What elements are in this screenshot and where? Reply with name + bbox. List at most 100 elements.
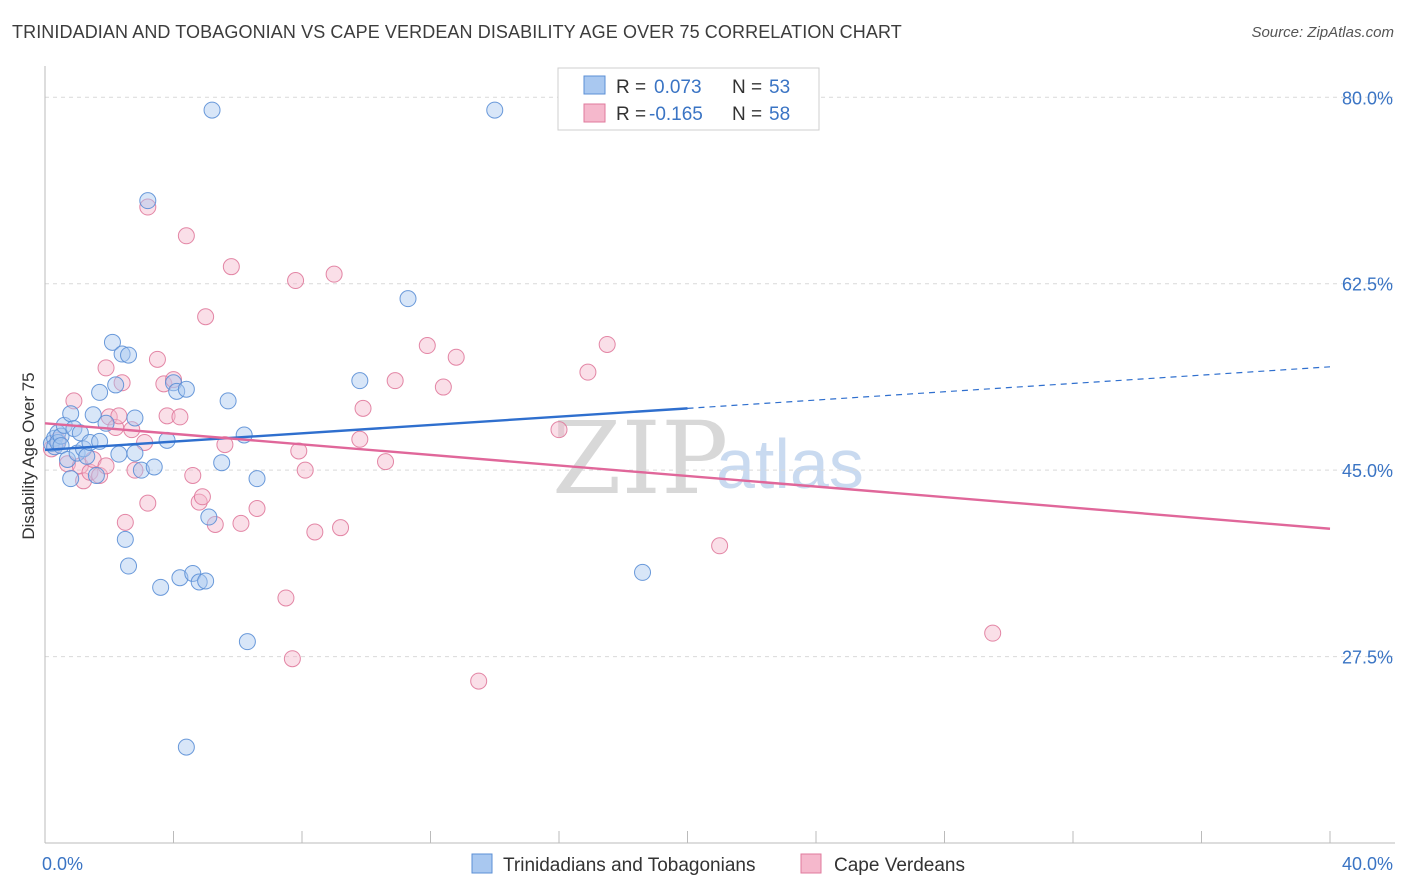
legend-pink-swatch xyxy=(800,853,822,874)
point-trinidadian xyxy=(351,372,369,390)
point-trinidadian xyxy=(126,409,144,427)
point-trinidadian xyxy=(190,573,208,591)
point-cape-verdean xyxy=(177,227,195,245)
trend-line-trinidadian-extension xyxy=(687,366,1331,409)
stats-blue-r-label: R = xyxy=(616,77,646,98)
point-cape-verdean xyxy=(148,350,166,368)
point-cape-verdean xyxy=(418,337,436,355)
point-trinidadian xyxy=(486,101,504,119)
stats-blue-swatch xyxy=(583,75,606,95)
point-cape-verdean xyxy=(579,363,597,381)
trend-lines xyxy=(44,366,1331,530)
point-cape-verdean xyxy=(351,430,369,448)
point-trinidadian xyxy=(62,470,80,488)
point-trinidadian xyxy=(248,470,266,488)
point-cape-verdean xyxy=(139,494,157,512)
stats-box: R = 0.073 N = 53 R = -0.165 N = 58 xyxy=(557,67,820,131)
watermark-atlas: atlas xyxy=(716,425,864,503)
stats-blue-r-value: 0.073 xyxy=(654,77,702,98)
point-trinidadian xyxy=(110,445,128,463)
chart-title: TRINIDADIAN AND TOBAGONIAN VS CAPE VERDE… xyxy=(12,22,902,42)
point-cape-verdean xyxy=(711,537,729,555)
legend: Trinidadians and Tobagonians Cape Verdea… xyxy=(471,853,965,876)
point-cape-verdean xyxy=(984,624,1002,642)
point-cape-verdean xyxy=(283,650,301,668)
point-cape-verdean xyxy=(386,372,404,390)
point-cape-verdean xyxy=(193,488,211,506)
stats-blue-n-value: 53 xyxy=(769,77,790,98)
point-cape-verdean xyxy=(232,514,250,532)
trend-line-cape-verdean xyxy=(44,422,1331,530)
y-tick-label: 80.0% xyxy=(1342,88,1393,108)
point-cape-verdean xyxy=(332,519,350,537)
trend-line-trinidadian xyxy=(44,407,688,452)
point-cape-verdean xyxy=(184,466,202,484)
point-trinidadian xyxy=(177,380,195,398)
point-trinidadian xyxy=(145,458,163,476)
stats-pink-n-label: N = xyxy=(732,104,762,125)
point-trinidadian xyxy=(184,564,202,582)
point-trinidadian xyxy=(120,346,138,364)
point-cape-verdean xyxy=(287,272,305,290)
point-trinidadian xyxy=(238,633,256,651)
point-cape-verdean xyxy=(377,453,395,471)
y-tick-label: 27.5% xyxy=(1342,648,1393,668)
series-trinidadians xyxy=(42,101,652,756)
x-tick-label: 40.0% xyxy=(1342,854,1393,874)
legend-blue-swatch xyxy=(471,853,493,874)
watermark-zip: ZIP xyxy=(552,400,728,517)
point-cape-verdean xyxy=(216,436,234,454)
point-trinidadian xyxy=(87,466,105,484)
point-cape-verdean xyxy=(306,523,324,541)
point-trinidadian xyxy=(200,508,218,526)
y-tick-labels: 27.5% 45.0% 62.5% 80.0% xyxy=(1342,88,1393,667)
point-cape-verdean xyxy=(296,461,314,479)
point-trinidadian xyxy=(84,406,102,424)
point-trinidadian xyxy=(107,376,125,394)
point-trinidadian xyxy=(116,530,134,548)
point-cape-verdean xyxy=(447,348,465,366)
point-trinidadian xyxy=(126,444,144,462)
point-cape-verdean xyxy=(550,421,568,439)
stats-blue-n-label: N = xyxy=(732,77,762,98)
point-cape-verdean xyxy=(65,392,83,410)
series-cape-verdeans xyxy=(42,198,1002,690)
point-cape-verdean xyxy=(113,374,131,392)
stats-pink-n-value: 58 xyxy=(769,104,790,125)
point-cape-verdean xyxy=(116,513,134,531)
point-trinidadian xyxy=(91,383,109,401)
x-tick-label: 0.0% xyxy=(42,854,83,874)
point-trinidadian xyxy=(634,563,652,581)
stats-pink-swatch xyxy=(583,103,606,123)
x-tick-labels: 0.0% 40.0% xyxy=(42,854,1393,874)
point-trinidadian xyxy=(213,454,231,472)
point-cape-verdean xyxy=(190,493,208,511)
point-trinidadian xyxy=(52,427,70,445)
chart-source: Source: ZipAtlas.com xyxy=(1251,24,1394,41)
point-cape-verdean xyxy=(126,461,144,479)
point-cape-verdean xyxy=(470,672,488,690)
point-trinidadian xyxy=(62,405,80,423)
point-trinidadian xyxy=(113,345,131,363)
point-cape-verdean xyxy=(598,335,616,353)
point-cape-verdean xyxy=(158,407,176,425)
stats-pink-r-value: -0.165 xyxy=(649,104,703,125)
point-trinidadian xyxy=(399,290,417,308)
point-cape-verdean xyxy=(75,472,93,490)
legend-pink-label: Cape Verdeans xyxy=(834,855,965,876)
y-tick-label: 45.0% xyxy=(1342,461,1393,481)
point-cape-verdean xyxy=(197,308,215,326)
point-trinidadian xyxy=(197,572,215,590)
point-trinidadian xyxy=(139,192,157,210)
point-trinidadian xyxy=(132,461,150,479)
point-trinidadian xyxy=(152,578,170,596)
y-tick-label: 62.5% xyxy=(1342,275,1393,295)
stats-pink-r-label: R = xyxy=(616,104,646,125)
point-cape-verdean xyxy=(171,408,189,426)
point-cape-verdean xyxy=(325,265,343,283)
point-trinidadian xyxy=(58,451,76,468)
legend-blue-label: Trinidadians and Tobagonians xyxy=(503,855,755,876)
point-trinidadian xyxy=(78,447,96,465)
point-trinidadian xyxy=(120,557,138,575)
